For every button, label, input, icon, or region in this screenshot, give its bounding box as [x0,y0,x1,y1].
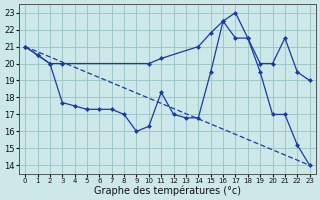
X-axis label: Graphe des températures (°c): Graphe des températures (°c) [94,185,241,196]
